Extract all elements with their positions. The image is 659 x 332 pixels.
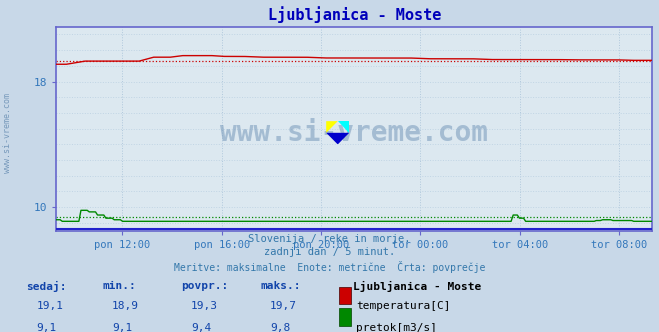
Text: 18,9: 18,9 xyxy=(112,301,139,311)
Text: 9,8: 9,8 xyxy=(270,323,291,332)
Text: min.:: min.: xyxy=(102,281,136,290)
Title: Ljubljanica - Moste: Ljubljanica - Moste xyxy=(268,6,441,23)
Text: 9,1: 9,1 xyxy=(36,323,57,332)
Text: pretok[m3/s]: pretok[m3/s] xyxy=(356,323,437,332)
Text: 19,1: 19,1 xyxy=(36,301,63,311)
Text: 19,7: 19,7 xyxy=(270,301,297,311)
Text: 9,4: 9,4 xyxy=(191,323,212,332)
Text: povpr.:: povpr.: xyxy=(181,281,229,290)
Text: Ljubljanica - Moste: Ljubljanica - Moste xyxy=(353,281,481,291)
Polygon shape xyxy=(338,121,349,133)
Polygon shape xyxy=(326,133,349,144)
Text: maks.:: maks.: xyxy=(260,281,301,290)
Polygon shape xyxy=(326,121,338,133)
Text: Slovenija / reke in morje.: Slovenija / reke in morje. xyxy=(248,234,411,244)
Text: zadnji dan / 5 minut.: zadnji dan / 5 minut. xyxy=(264,247,395,257)
Text: temperatura[C]: temperatura[C] xyxy=(356,301,450,311)
Text: www.si-vreme.com: www.si-vreme.com xyxy=(220,119,488,147)
Text: Meritve: maksimalne  Enote: metrične  Črta: povprečje: Meritve: maksimalne Enote: metrične Črta… xyxy=(174,261,485,273)
Text: sedaj:: sedaj: xyxy=(26,281,67,291)
Text: www.si-vreme.com: www.si-vreme.com xyxy=(3,93,13,173)
Text: 9,1: 9,1 xyxy=(112,323,132,332)
Text: 19,3: 19,3 xyxy=(191,301,218,311)
